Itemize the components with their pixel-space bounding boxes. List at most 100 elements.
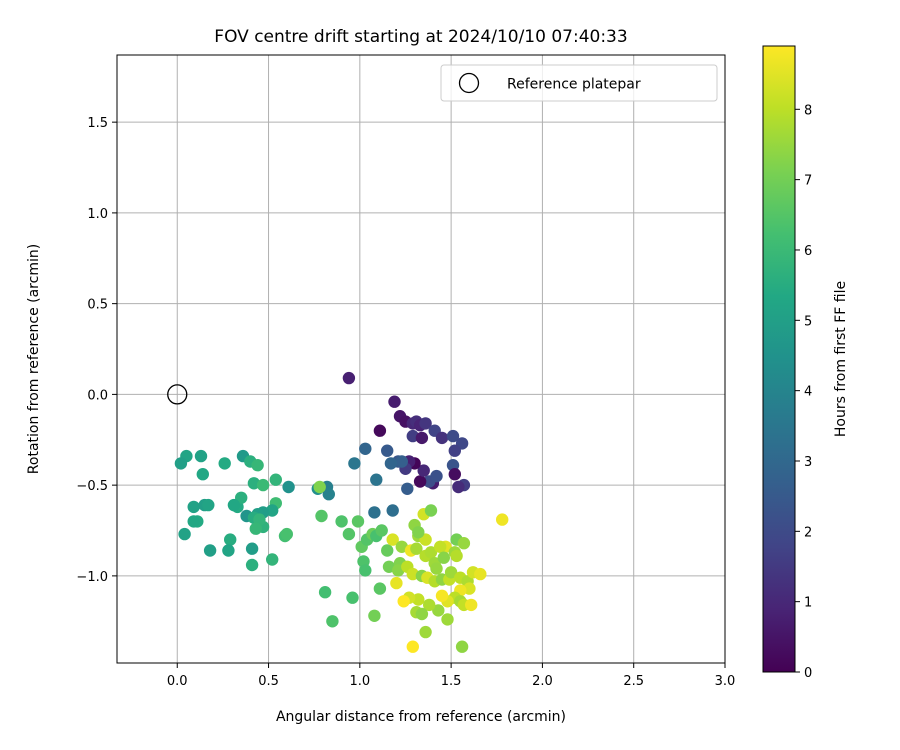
data-point [419, 625, 432, 639]
data-point [346, 591, 359, 604]
data-point [465, 598, 478, 612]
data-point [266, 553, 279, 566]
data-point [359, 442, 372, 455]
y-tick-label: 0.0 [87, 388, 108, 403]
x-tick-label: 2.5 [623, 674, 644, 689]
colorbar-tick-label: 7 [804, 174, 812, 189]
colorbar-tick-label: 5 [804, 314, 812, 329]
data-point [435, 431, 449, 445]
data-point [315, 509, 328, 523]
x-axis-label: Angular distance from reference (arcmin) [276, 709, 566, 725]
y-axis-ticks: −1.0 −0.5 0.0 0.5 1.0 1.5 [76, 116, 117, 585]
y-tick-label: −0.5 [76, 479, 108, 494]
data-point [227, 498, 241, 512]
data-point [282, 480, 295, 494]
data-point [203, 544, 217, 557]
data-point [450, 549, 463, 563]
plot-frame [116, 54, 726, 664]
data-point [386, 504, 399, 517]
legend-box [440, 64, 718, 102]
data-point [397, 595, 410, 608]
colorbar-tick-label: 4 [804, 385, 812, 400]
data-point [251, 459, 264, 472]
data-point [496, 513, 509, 526]
x-tick-label: 1.5 [441, 674, 462, 689]
data-point [432, 604, 445, 617]
data-point [342, 527, 356, 541]
data-point [441, 613, 454, 626]
data-point [359, 564, 372, 577]
x-tick-label: 1.0 [349, 674, 370, 689]
colorbar-gradient [762, 45, 796, 673]
legend-label: Reference platepar [507, 77, 641, 93]
data-point [196, 468, 209, 481]
x-tick-label: 0.5 [258, 674, 279, 689]
colorbar-tick-label: 8 [804, 103, 812, 118]
data-point [457, 537, 471, 550]
data-point [412, 593, 425, 606]
data-point [335, 515, 348, 528]
data-point [452, 480, 465, 494]
data-point [322, 488, 335, 501]
y-tick-label: 0.5 [87, 298, 108, 313]
colorbar-label: Hours from first FF file [833, 281, 849, 437]
data-point [351, 515, 365, 528]
data-point [419, 417, 432, 430]
data-point [381, 544, 394, 557]
data-point [348, 457, 361, 470]
data-point [435, 589, 449, 602]
data-point [280, 527, 293, 541]
colorbar: 0 1 2 3 4 5 6 7 8 Hours from first FF file [762, 45, 849, 681]
data-point [415, 607, 429, 621]
x-tick-label: 0.0 [167, 674, 188, 689]
data-point [415, 431, 429, 445]
data-point [256, 478, 270, 492]
data-point [375, 524, 388, 537]
data-point [412, 526, 425, 539]
data-point [373, 424, 387, 437]
grid [117, 55, 726, 663]
data-point [424, 546, 438, 559]
x-tick-label: 3.0 [715, 674, 736, 689]
data-point [390, 576, 403, 590]
data-point [410, 542, 423, 555]
data-point [187, 500, 200, 514]
data-point [423, 598, 436, 612]
data-point [245, 558, 259, 572]
data-point [368, 609, 381, 622]
data-point [187, 515, 200, 528]
data-point [368, 506, 381, 519]
data-point [247, 477, 261, 490]
x-axis-ticks: 0.0 0.5 1.0 1.5 2.0 2.5 3.0 [167, 663, 735, 689]
data-point [269, 473, 282, 486]
colorbar-tick-label: 6 [804, 244, 812, 259]
data-point [424, 504, 438, 517]
legend: Reference platepar [440, 64, 718, 102]
data-point [417, 464, 430, 477]
data-point [249, 522, 262, 535]
data-point [224, 533, 237, 546]
data-point [174, 457, 188, 470]
y-tick-label: 1.0 [87, 207, 108, 222]
y-tick-label: 1.5 [87, 116, 108, 131]
data-point [202, 498, 215, 512]
data-point [455, 640, 469, 653]
data-point [218, 457, 231, 470]
y-tick-label: −1.0 [76, 570, 108, 585]
data-point [474, 567, 487, 581]
data-point [386, 533, 399, 546]
data-point [313, 480, 326, 494]
y-axis-label: Rotation from reference (arcmin) [26, 244, 42, 474]
data-point [446, 429, 460, 443]
data-point [406, 640, 419, 653]
data-point [381, 444, 394, 457]
data-point [178, 527, 191, 541]
chart-title: FOV centre drift starting at 2024/10/10 … [214, 27, 627, 47]
data-point [434, 540, 447, 553]
data-point [222, 544, 235, 557]
data-point [384, 457, 398, 470]
data-point [388, 395, 401, 408]
colorbar-tick-label: 3 [804, 455, 812, 470]
data-point [373, 582, 387, 595]
